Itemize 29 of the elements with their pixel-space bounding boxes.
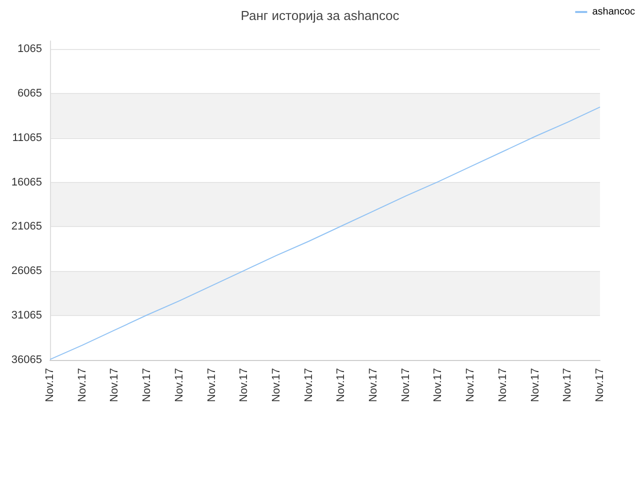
y-tick-label: 31065 bbox=[11, 310, 42, 322]
y-tick-label: 36065 bbox=[11, 354, 42, 366]
x-tick-label: Nov.17 bbox=[302, 368, 315, 402]
x-tick-label: Nov.17 bbox=[335, 368, 348, 402]
x-tick-label: Nov.17 bbox=[594, 368, 606, 402]
x-tick-label: Nov.17 bbox=[108, 368, 121, 402]
x-tick-label: Nov.17 bbox=[368, 368, 380, 402]
x-tick-label: Nov.17 bbox=[270, 368, 282, 402]
y-tick-label: 6065 bbox=[18, 87, 42, 100]
y-tick-label: 1065 bbox=[18, 42, 42, 55]
y-tick-label: 11065 bbox=[12, 132, 42, 144]
x-tick-label: Nov.17 bbox=[44, 368, 56, 402]
x-tick-label: Nov.17 bbox=[141, 368, 154, 402]
x-tick-label: Nov.17 bbox=[173, 368, 186, 402]
x-tick-label: Nov.17 bbox=[400, 368, 412, 402]
y-tick-label: 16065 bbox=[11, 176, 42, 188]
x-tick-label: Nov.17 bbox=[76, 368, 88, 402]
x-tick-label: Nov.17 bbox=[206, 368, 218, 402]
x-tick-label: Nov.17 bbox=[562, 368, 574, 402]
line-series bbox=[50, 106, 600, 360]
x-tick-label: Nov.17 bbox=[529, 368, 542, 402]
x-tick-label: Nov.17 bbox=[238, 368, 250, 402]
chart-title: Ранг историја за ashancoc bbox=[240, 8, 400, 23]
x-tick-label: Nov.17 bbox=[496, 368, 509, 402]
y-tick-label: 21065 bbox=[11, 220, 42, 233]
y-tick-label: 26065 bbox=[11, 265, 42, 278]
x-tick-label: Nov.17 bbox=[464, 368, 477, 402]
x-tick-label: Nov.17 bbox=[432, 368, 444, 402]
legend-label: ashancoc bbox=[592, 6, 636, 18]
